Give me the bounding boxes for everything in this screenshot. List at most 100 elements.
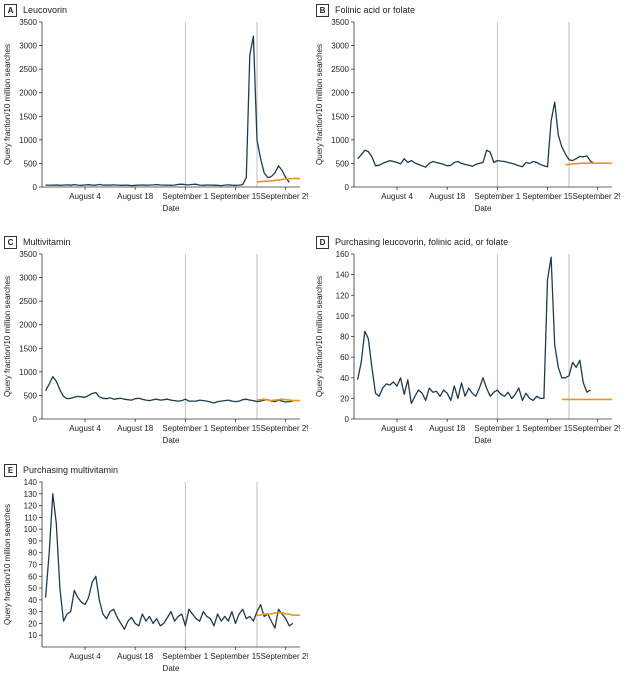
x-axis-label: Date: [163, 436, 180, 445]
panel-title: Purchasing multivitamin: [23, 465, 119, 475]
y-tick-label: 140: [24, 478, 38, 487]
y-tick-label: 3500: [19, 18, 37, 27]
y-tick-label: 130: [24, 490, 38, 499]
panel-header: A Leucovorin: [4, 3, 67, 17]
y-tick-label: 1000: [19, 368, 37, 377]
x-tick-label: August 18: [117, 652, 154, 661]
panel-header: D Purchasing leucovorin, folinic acid, o…: [316, 235, 508, 249]
panel-title: Leucovorin: [23, 5, 68, 15]
x-tick-label: August 18: [117, 424, 154, 433]
y-tick-label: 110: [24, 513, 37, 522]
y-tick-label: 0: [345, 415, 350, 424]
x-tick-label: September 1: [162, 192, 208, 201]
y-tick-label: 0: [33, 183, 38, 192]
y-tick-label: 20: [340, 394, 349, 403]
y-tick-label: 1000: [19, 136, 37, 145]
y-tick-label: 80: [28, 549, 37, 558]
x-tick-label: August 18: [429, 424, 466, 433]
y-tick-label: 10: [28, 631, 37, 640]
y-axis-label: Query fraction/10 million searches: [315, 276, 324, 397]
chart-svg: 0 500 1000 1500 2000 2500 3000 3500 August 4 Augu…: [3, 18, 308, 213]
observed-series-line: [45, 35, 290, 187]
observed-series-line: [45, 375, 293, 404]
y-tick-label: 40: [340, 374, 349, 383]
y-tick-label: 2500: [19, 65, 37, 74]
y-tick-label: 20: [28, 619, 37, 628]
y-axis-label: Query fraction/10 million searches: [3, 44, 12, 165]
y-tick-label: 1500: [331, 112, 349, 121]
x-tick-label: September 15: [522, 424, 573, 433]
y-tick-label: 0: [345, 183, 350, 192]
y-tick-label: 3500: [331, 18, 349, 27]
x-tick-label: September 15: [522, 192, 573, 201]
x-tick-label: September 29: [261, 424, 308, 433]
x-tick-label: August 4: [69, 652, 101, 661]
x-tick-label: September 29: [261, 652, 308, 661]
x-axis-label: Date: [163, 664, 180, 673]
y-tick-label: 2000: [19, 321, 37, 330]
y-tick-label: 2500: [19, 297, 37, 306]
y-tick-label: 500: [24, 159, 38, 168]
x-tick-label: August 4: [381, 424, 413, 433]
expected-series-line: [565, 162, 613, 166]
y-tick-label: 500: [24, 391, 38, 400]
y-tick-label: 100: [336, 312, 350, 321]
y-tick-label: 2000: [331, 89, 349, 98]
y-tick-label: 3000: [19, 42, 37, 51]
y-tick-label: 2500: [331, 65, 349, 74]
panel-header: E Purchasing multivitamin: [4, 463, 118, 477]
y-axis-label: Query fraction/10 million searches: [3, 276, 12, 397]
x-tick-label: August 4: [381, 192, 413, 201]
y-axis-label: Query fraction/10 million searches: [3, 504, 12, 625]
chart-svg: 10 20 30 40 50 60 70 80 90 100 110 120 130 140 August …: [3, 478, 308, 673]
observed-series-line: [357, 101, 595, 168]
panel-title: Folinic acid or folate: [335, 5, 416, 15]
x-tick-label: August 18: [117, 192, 154, 201]
x-tick-label: September 1: [162, 424, 208, 433]
expected-series-line: [257, 612, 300, 616]
panel-multivitamin: C Multivitamin 0 500 1000 1500 2000 2500 3000 3…: [0, 232, 308, 456]
panel-letter: A: [4, 3, 17, 17]
x-tick-label: September 15: [210, 424, 261, 433]
y-tick-label: 500: [336, 159, 350, 168]
x-tick-label: August 4: [69, 192, 101, 201]
x-tick-label: September 29: [573, 192, 620, 201]
panel-title: Multivitamin: [23, 237, 71, 247]
y-tick-label: 160: [336, 250, 350, 259]
y-tick-label: 90: [28, 537, 37, 546]
panel-header: C Multivitamin: [4, 235, 71, 249]
y-tick-label: 60: [28, 572, 37, 581]
x-tick-label: September 1: [162, 652, 208, 661]
x-axis-label: Date: [475, 436, 492, 445]
panel-purchasing-leucovorin-folinic-acid-or-folate: D Purchasing leucovorin, folinic acid, o…: [312, 232, 620, 456]
x-tick-label: September 29: [261, 192, 308, 201]
chart-svg: 0 500 1000 1500 2000 2500 3000 3500 August 4 Augu…: [3, 250, 308, 445]
y-tick-label: 3000: [331, 42, 349, 51]
panel-letter: C: [4, 235, 17, 249]
observed-series-line: [356, 256, 591, 405]
y-tick-label: 2000: [19, 89, 37, 98]
x-tick-label: September 29: [573, 424, 620, 433]
expected-series-line: [256, 398, 300, 402]
x-tick-label: September 15: [210, 652, 261, 661]
y-tick-label: 70: [28, 561, 37, 570]
y-tick-label: 0: [33, 415, 38, 424]
y-tick-label: 1500: [19, 344, 37, 353]
chart-svg: 0 500 1000 1500 2000 2500 3000 3500 August 4 Augu…: [315, 18, 620, 213]
y-tick-label: 1500: [19, 112, 37, 121]
x-tick-label: September 1: [474, 424, 520, 433]
x-tick-label: August 4: [69, 424, 101, 433]
panel-purchasing-multivitamin: E Purchasing multivitamin 10 20 30 40 50 60 70…: [0, 460, 308, 684]
y-tick-label: 80: [340, 333, 349, 342]
panel-letter: D: [316, 235, 329, 249]
y-tick-label: 120: [24, 502, 38, 511]
y-tick-label: 100: [24, 525, 38, 534]
y-tick-label: 140: [336, 271, 350, 280]
x-tick-label: September 15: [210, 192, 261, 201]
y-tick-label: 50: [28, 584, 37, 593]
observed-series-line: [44, 493, 294, 630]
panel-folinic-acid-or-folate: B Folinic acid or folate 0 500 1000 1500 200…: [312, 0, 620, 224]
panel-letter: E: [4, 463, 17, 477]
expected-series-line: [256, 177, 301, 183]
y-axis-label: Query fraction/10 million searches: [315, 44, 324, 165]
